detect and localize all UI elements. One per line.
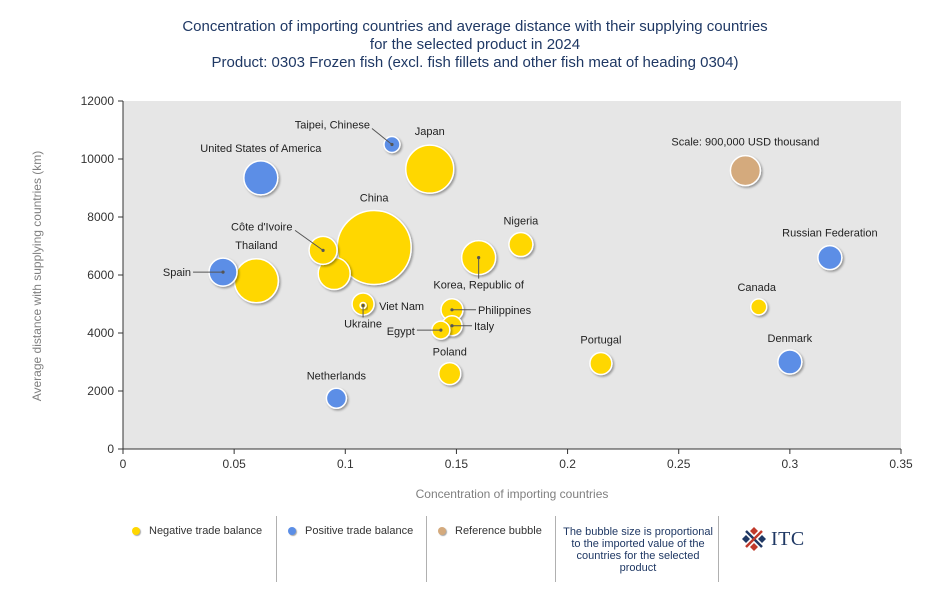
bubble-label-portugal: Portugal (580, 334, 621, 346)
legend-divider (276, 516, 277, 582)
x-tick-label: 0.1 (337, 457, 354, 471)
chart-title-line2: for the selected product in 2024 (369, 36, 581, 53)
leader-dot (390, 142, 394, 147)
y-tick-label: 4000 (87, 326, 114, 340)
itc-logo: ITC (741, 526, 805, 552)
legend-note: The bubble size is proportional to the i… (563, 526, 713, 574)
legend-divider (555, 516, 556, 582)
legend-dot-positive (288, 527, 296, 535)
chart-title-line3: Product: 0303 Frozen fish (excl. fish fi… (211, 54, 739, 71)
y-tick-label: 10000 (81, 152, 115, 166)
leader-line (294, 229, 324, 251)
legend-divider (718, 516, 719, 582)
bubble-poland[interactable] (438, 361, 462, 386)
bubble-label-ukraine: Ukraine (344, 318, 382, 330)
bubble-label-japan: Japan (415, 126, 445, 138)
bubble-netherlands[interactable] (325, 387, 348, 409)
bubble-scale-900-000-usd-thousand[interactable] (729, 154, 762, 187)
leader-dot (450, 324, 454, 328)
bubble-label-scale-900-000-usd-thousand: Scale: 900,000 USD thousand (671, 137, 819, 149)
bubble-label-philippines: Philippines (478, 305, 532, 317)
axes: 0 0.05 0.1 0.15 0.2 0.25 0.3 0.35 0 2000 4000 6000 8… (81, 94, 913, 471)
bubble-label-spain: Spain (163, 267, 191, 279)
bubble-label-thailand: Thailand (235, 240, 277, 252)
y-tick-label: 8000 (87, 210, 114, 224)
bubble-label-egypt: Egypt (387, 326, 415, 338)
leader-dot (439, 328, 443, 332)
legend: Negative trade balance Positive trade ba… (118, 516, 838, 582)
y-tick-label: 0 (107, 442, 114, 456)
legend-label-reference: Reference bubble (455, 525, 542, 537)
bubble-united-states-of-america[interactable] (243, 160, 279, 196)
x-tick-label: 0.35 (889, 457, 913, 471)
leader-line (371, 128, 393, 145)
x-tick-label: 0.3 (782, 457, 799, 471)
x-axis-label: Concentration of importing countries (416, 487, 609, 501)
bubble-nigeria[interactable] (508, 231, 534, 258)
bubble-japan[interactable] (405, 144, 455, 194)
legend-item-positive[interactable]: Positive trade balance (288, 525, 413, 537)
x-tick-label: 0.2 (559, 457, 576, 471)
leader-dot (450, 308, 454, 312)
bubble-label-canada: Canada (737, 282, 776, 294)
bubble-label-poland: Poland (433, 347, 467, 359)
legend-label-negative: Negative trade balance (149, 525, 263, 537)
bubble-label-italy: Italy (474, 321, 495, 333)
bubble-label-united-states-of-america: United States of America (200, 143, 322, 155)
bubble-portugal[interactable] (589, 351, 613, 376)
itc-logo-icon (742, 527, 766, 551)
bubble-label-russian-federation: Russian Federation (782, 228, 877, 240)
bubble-label-denmark: Denmark (768, 333, 813, 345)
bubble-label-viet-nam: Viet Nam (379, 301, 424, 313)
bubble-label-korea-republic-of: Korea, Republic of (433, 280, 524, 292)
leader-dot (477, 256, 481, 260)
legend-item-negative[interactable]: Negative trade balance (132, 525, 262, 537)
leader-dot (221, 270, 225, 274)
x-tick-label: 0 (120, 457, 127, 471)
legend-dot-reference (438, 527, 446, 535)
bubble-thailand[interactable] (233, 258, 280, 304)
x-tick-label: 0.15 (445, 457, 469, 471)
x-tick-label: 0.05 (222, 457, 246, 471)
bubble-label-china: China (360, 192, 390, 204)
y-axis-label: Average distance with supplying countrie… (30, 151, 44, 402)
chart-title-line1: Concentration of importing countries and… (182, 18, 768, 35)
bubble-denmark[interactable] (777, 349, 803, 375)
y-tick-label: 12000 (81, 94, 115, 108)
x-tick-label: 0.25 (667, 457, 691, 471)
y-tick-label: 2000 (87, 384, 114, 398)
bubble-russian-federation[interactable] (817, 244, 843, 271)
y-tick-label: 6000 (87, 268, 114, 282)
chart-title: Concentration of importing countries and… (0, 18, 950, 72)
bubble-label-netherlands: Netherlands (307, 370, 367, 382)
bubble-label-nigeria: Nigeria (503, 216, 539, 228)
bubble-chart: 0 0.05 0.1 0.15 0.2 0.25 0.3 0.35 0 2000 4000 6000 8… (30, 94, 913, 501)
itc-logo-text: ITC (771, 527, 805, 550)
legend-label-positive: Positive trade balance (305, 525, 414, 537)
leader-dot (361, 303, 365, 308)
legend-dot-negative (132, 527, 140, 535)
bubble-label-c-te-d-ivoire: Côte d'Ivoire (231, 221, 292, 233)
legend-divider (426, 516, 427, 582)
bubble-canada[interactable] (749, 298, 768, 316)
bubble-labels: China Japan Thailand Korea, Republic of Côte… (163, 120, 878, 383)
leader-dot (321, 248, 325, 252)
legend-item-reference[interactable]: Reference bubble (438, 525, 542, 537)
bubble-label-taipei-chinese: Taipei, Chinese (295, 120, 370, 132)
